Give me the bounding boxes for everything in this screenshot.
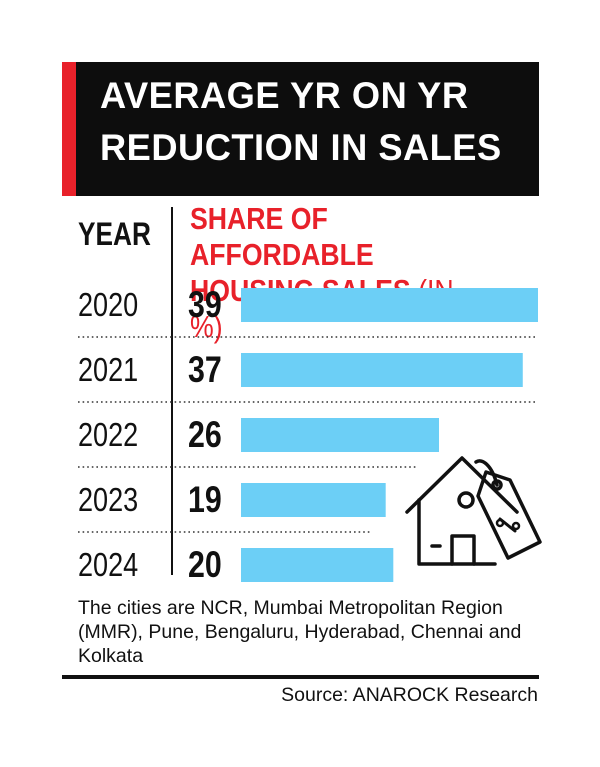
bar-2020 [241, 288, 538, 322]
chart-title: AVERAGE YR ON YR REDUCTION IN SALES [100, 75, 502, 168]
bar-2022 [241, 418, 439, 452]
value-label-2024: 20 [188, 544, 222, 585]
year-label-2021: 2021 [78, 351, 139, 388]
year-label-2024: 2024 [78, 546, 139, 583]
year-label-2020: 2020 [78, 286, 139, 323]
house-door [450, 534, 476, 566]
year-label-2023: 2023 [78, 481, 139, 518]
value-label-2020: 39 [188, 284, 222, 325]
header-accent-bar [62, 62, 76, 196]
cities-note: The cities are NCR, Mumbai Metropolitan … [78, 597, 522, 667]
house-wall [417, 498, 497, 566]
house-roof [405, 456, 519, 514]
house-window [457, 491, 475, 509]
percent-dot-top [495, 518, 505, 528]
bars-group [241, 288, 538, 582]
bar-2023 [241, 483, 386, 517]
row-dividers [78, 336, 538, 533]
value-label-2022: 26 [188, 414, 222, 455]
column-divider [171, 207, 173, 575]
percent-dot-bottom [511, 521, 521, 531]
house-with-percent-tag-icon [405, 456, 542, 566]
tag-string [474, 459, 499, 487]
header-banner [62, 62, 539, 196]
year-label-2022: 2022 [78, 416, 139, 453]
value-label-2023: 19 [188, 479, 222, 520]
source-credit: Source: ANAROCK Research [281, 684, 538, 706]
price-tag [476, 470, 542, 560]
bar-2024 [241, 548, 394, 582]
value-label-2021: 37 [188, 349, 222, 390]
footer-rule [62, 675, 539, 679]
year-column-header: YEAR [78, 216, 151, 252]
bar-2021 [241, 353, 523, 387]
